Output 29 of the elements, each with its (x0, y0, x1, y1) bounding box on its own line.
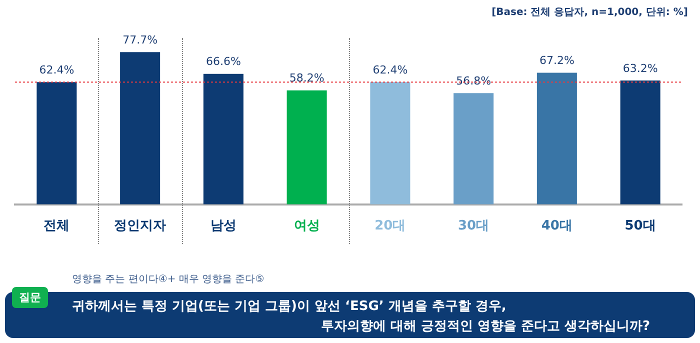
data-label: 66.6% (206, 55, 241, 68)
x-tick-label: 50대 (624, 218, 656, 234)
data-label: 63.2% (622, 62, 658, 75)
text: 영향을 주는 편이다④+ 매우 영향을 준다⑤ (72, 273, 264, 286)
data-label: 56.8% (456, 74, 492, 88)
text: 투자의향에 대해 긍정적인 영향을 준다고 생각하십니까? (320, 318, 650, 335)
bar (536, 72, 577, 204)
text: 질문 (12, 287, 48, 308)
data-label: 62.4% (39, 63, 74, 76)
x-tick-label: 남성 (210, 218, 236, 234)
x-tick-label: 전체 (44, 218, 70, 234)
x-tick-label: 40대 (541, 218, 572, 234)
bar (36, 82, 77, 204)
x-tick-label: 여성 (294, 218, 320, 234)
data-label: 58.2% (289, 72, 324, 85)
data-label: 77.7% (122, 33, 158, 46)
x-tick-label: 정인지자 (114, 218, 166, 234)
data-label: 67.2% (539, 54, 574, 68)
bar (203, 74, 244, 204)
bar (620, 80, 660, 204)
bar (370, 82, 410, 204)
bar (454, 93, 494, 204)
text: [Base: 전체 응답자, n=1,000, 단위: %] (492, 6, 688, 19)
bar (120, 52, 160, 204)
x-tick-label: 20대 (374, 218, 406, 234)
text: 귀하께서는 특정 기업(또는 기업 그룹)이 앞선 ‘ESG’ 개념을 추구할 경우, (72, 298, 506, 315)
bar (286, 90, 327, 204)
data-label: 62.4% (372, 63, 408, 76)
x-tick-label: 30대 (458, 218, 490, 234)
